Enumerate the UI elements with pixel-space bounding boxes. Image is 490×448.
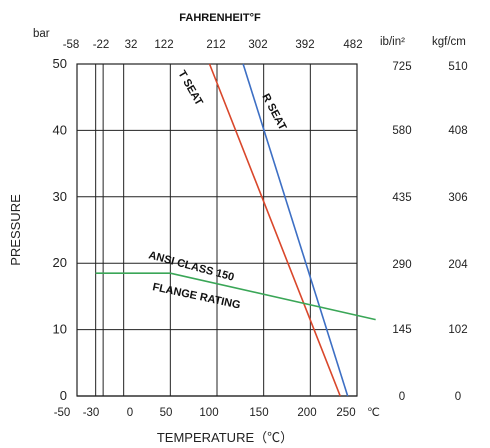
top-tick-label: 302 <box>248 39 267 51</box>
right-tick-lb: 290 <box>392 259 411 271</box>
series-line <box>242 63 349 397</box>
right-unit-lb: ib/in² <box>380 36 405 48</box>
series-lines <box>95 63 376 397</box>
right-tick-lb: 435 <box>392 192 411 204</box>
y-axis-label: PRESSURE <box>8 194 23 266</box>
x-axis-label: TEMPERATURE（℃） <box>157 430 293 445</box>
series-line <box>95 272 376 321</box>
top-tick-label: 122 <box>154 39 173 51</box>
t-seat-label: T SEAT <box>175 69 205 108</box>
x-tick-label: 100 <box>199 407 218 419</box>
y-tick-label: 30 <box>53 189 67 204</box>
right-unit-kgf: kgf/cm <box>432 36 466 48</box>
grid <box>76 63 358 397</box>
right-tick-kgf: 306 <box>448 192 467 204</box>
top-tick-label: -58 <box>63 39 80 51</box>
y-tick-label: 10 <box>53 322 67 337</box>
x-tick-label: 200 <box>297 407 316 419</box>
x-tick-label: 50 <box>160 407 173 419</box>
right-tick-kgf: 102 <box>448 324 467 336</box>
top-tick-label: -22 <box>93 39 110 51</box>
y-tick-label: 40 <box>53 122 67 137</box>
x-tick-label: -50 <box>54 407 71 419</box>
x-tick-label: 150 <box>249 407 268 419</box>
y-tick-label: 20 <box>53 255 67 270</box>
right-tick-lb: 145 <box>392 324 411 336</box>
top-tick-label: 392 <box>295 39 314 51</box>
top-tick-label: 32 <box>125 39 138 51</box>
y-tick-label: 0 <box>60 388 67 403</box>
x-tick-label: -30 <box>83 407 100 419</box>
right-tick-lb: 580 <box>392 125 411 137</box>
right-tick-kgf: 204 <box>448 259 468 271</box>
bar-unit-label: bar <box>33 28 50 40</box>
top-axis-title: FAHRENHEIT°F <box>179 12 261 24</box>
right-tick-lb: 725 <box>392 61 411 73</box>
top-tick-label: 482 <box>343 39 362 51</box>
right-tick-lb: 0 <box>399 391 405 403</box>
right-tick-kgf: 0 <box>455 391 461 403</box>
x-tick-label: 0 <box>127 407 133 419</box>
right-tick-kgf: 408 <box>448 125 467 137</box>
x-tick-label: 250 <box>336 407 355 419</box>
series-line <box>208 63 341 397</box>
y-tick-label: 50 <box>53 56 67 71</box>
top-tick-label: 212 <box>206 39 225 51</box>
plot-frame <box>76 63 358 397</box>
right-tick-kgf: 510 <box>448 61 467 73</box>
x-unit-label: ℃ <box>367 407 380 419</box>
